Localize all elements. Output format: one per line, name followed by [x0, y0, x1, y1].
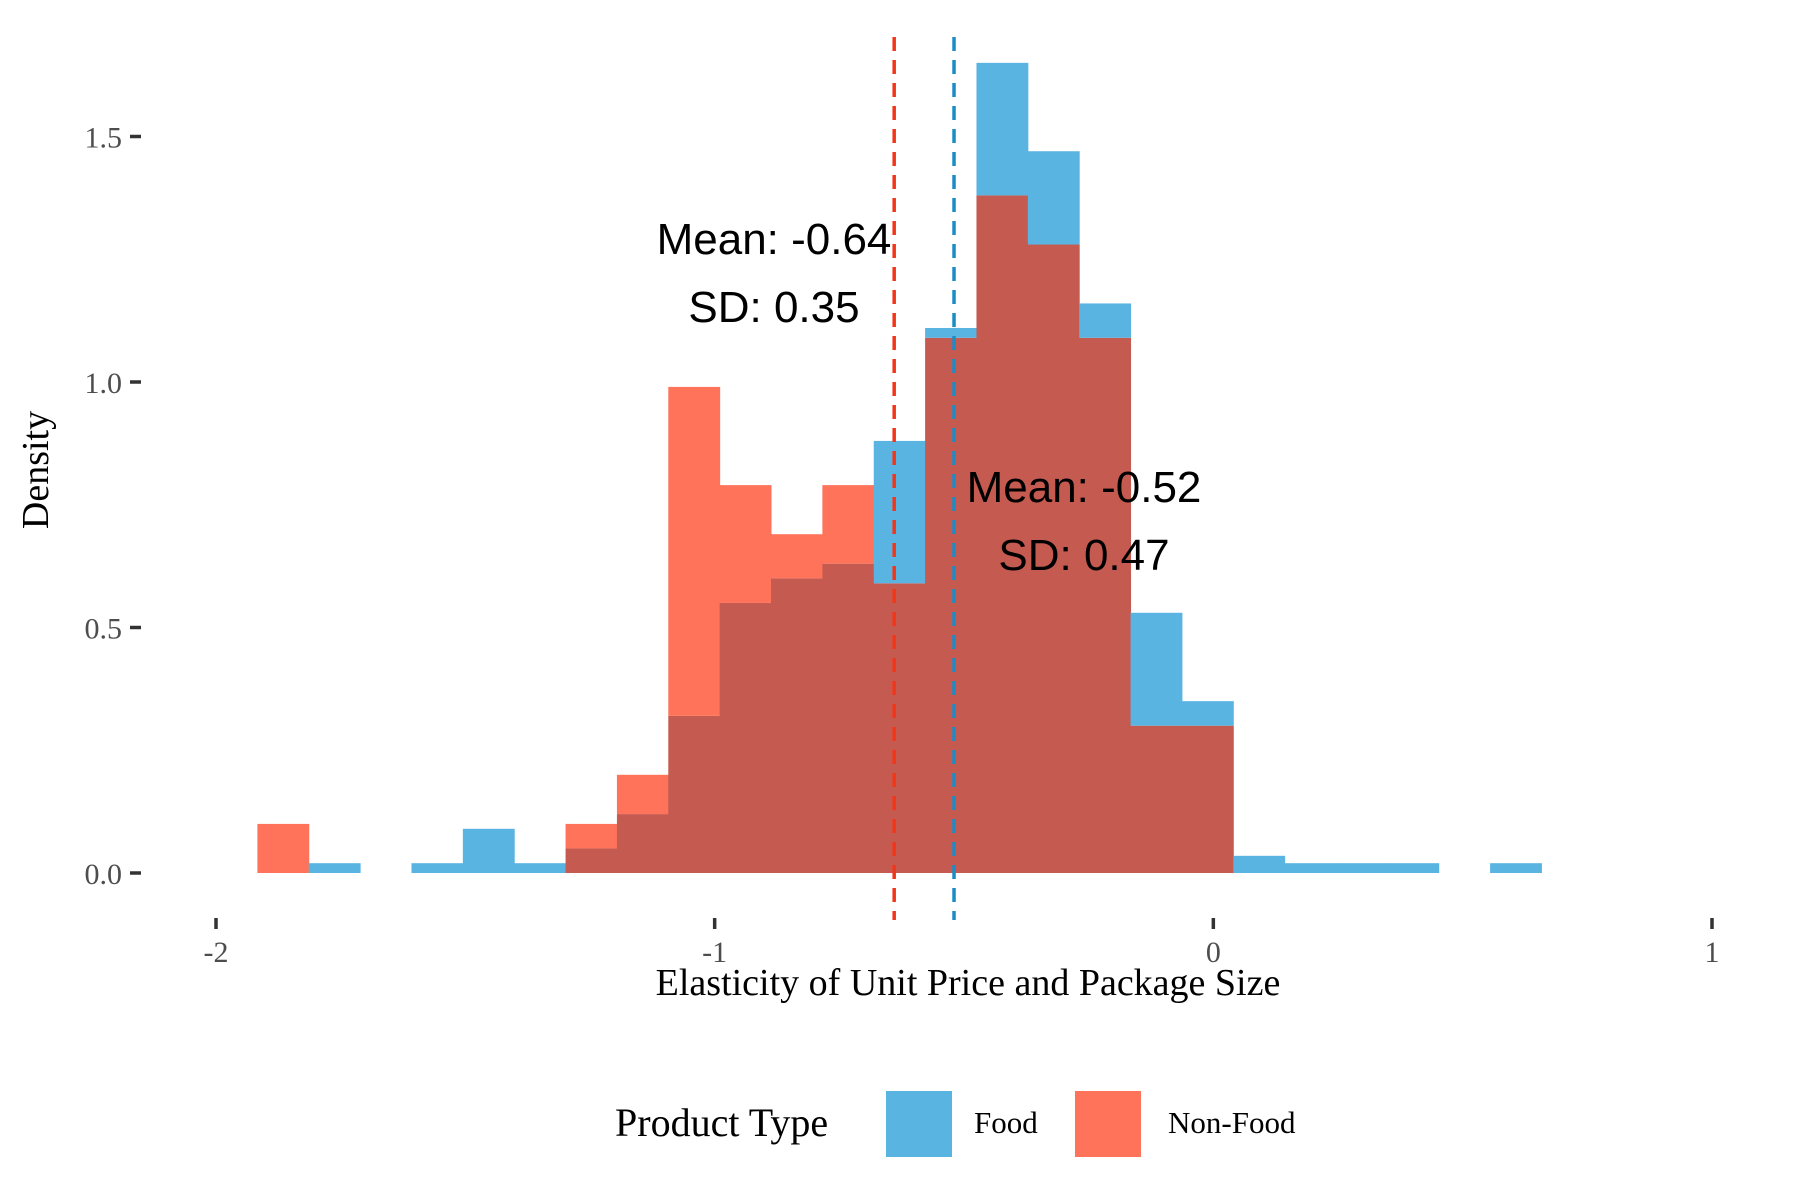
legend-label-food: Food	[974, 1105, 1038, 1140]
axes-layer: 0.0 0.5 1.0 1.5 -2 -1 0 1	[85, 122, 1720, 970]
bars-layer	[257, 62, 1542, 874]
histogram-bar-overlap	[873, 583, 926, 873]
legend-swatch-non-food	[1075, 1091, 1141, 1157]
x-tick-label: -1	[702, 936, 727, 969]
histogram-bar-non-food	[668, 386, 721, 716]
histogram-bar-food	[411, 863, 464, 873]
mean-lines-layer	[892, 37, 956, 920]
annotation-mean-food: Mean: -0.52	[967, 463, 1202, 512]
histogram-bar-food	[514, 863, 567, 873]
histogram-bar-non-food	[719, 485, 772, 603]
histogram-bar-food	[462, 828, 515, 873]
x-tick-label: -2	[204, 936, 229, 969]
histogram-bar-overlap	[668, 715, 721, 873]
histogram-bar-non-food	[565, 823, 618, 849]
histogram-bar-overlap	[925, 337, 977, 873]
x-tick-label: 1	[1705, 936, 1720, 969]
histogram-bar-food	[925, 327, 977, 338]
histogram-bar-food	[1284, 863, 1337, 873]
histogram-bar-non-food	[822, 485, 875, 564]
histogram-bar-overlap	[976, 195, 1029, 874]
y-tick-label: 1.0	[85, 367, 123, 400]
histogram-bar-non-food	[257, 823, 310, 873]
histogram-bar-food	[1233, 855, 1286, 873]
histogram-bar-food	[1079, 303, 1132, 338]
histogram-bar-overlap	[565, 848, 618, 873]
histogram-bar-non-food	[616, 774, 669, 815]
histogram-bar-food	[308, 863, 361, 873]
x-tick-label: 0	[1206, 936, 1221, 969]
y-tick-label: 1.5	[85, 122, 123, 155]
y-axis-title: Density	[15, 411, 57, 529]
annotation-mean-non-food: Mean: -0.64	[657, 215, 892, 264]
y-tick-label: 0.5	[85, 613, 123, 646]
histogram-bar-overlap	[616, 814, 669, 873]
histogram-bar-overlap	[1130, 725, 1183, 873]
histogram-bar-overlap	[1027, 244, 1080, 873]
annotation-sd-food: SD: 0.47	[998, 531, 1169, 580]
histogram-bar-food	[1336, 863, 1388, 873]
histogram-bar-overlap	[822, 563, 875, 873]
histogram-bar-non-food	[771, 534, 823, 579]
y-tick-label: 0.0	[85, 858, 123, 891]
annotation-sd-non-food: SD: 0.35	[688, 283, 859, 332]
histogram-bar-food	[1027, 151, 1080, 245]
histogram-bar-food	[1490, 863, 1542, 873]
histogram-bar-food	[873, 440, 926, 584]
histogram-bar-food	[1181, 701, 1234, 726]
legend-title: Product Type	[615, 1100, 828, 1145]
annotations-layer: Mean: -0.52 SD: 0.47 Mean: -0.64 SD: 0.35	[657, 215, 1202, 580]
x-axis-title: Elasticity of Unit Price and Package Siz…	[656, 962, 1281, 1004]
histogram-bar-food	[976, 62, 1029, 196]
histogram-bar-food	[1387, 863, 1440, 873]
histogram-bar-overlap	[719, 602, 772, 873]
legend-swatch-food	[886, 1091, 952, 1157]
legend-label-non-food: Non-Food	[1168, 1105, 1296, 1140]
histogram-bar-food	[1130, 612, 1183, 726]
legend: Product Type Food Non-Food	[615, 1091, 1296, 1157]
histogram-bar-overlap	[1181, 725, 1234, 873]
histogram-bar-overlap	[771, 578, 823, 873]
histogram-bar-overlap	[1079, 337, 1132, 873]
